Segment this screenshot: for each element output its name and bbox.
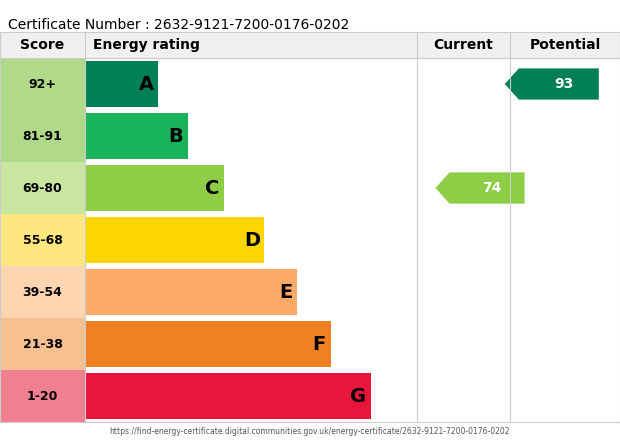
Bar: [0, 110, 85, 162]
Text: 92+: 92+: [29, 77, 56, 91]
Text: https://find-energy-certificate.digital.communities.gov.uk/energy-certificate/26: https://find-energy-certificate.digital.…: [110, 427, 510, 436]
Text: Certificate Number : 2632-9121-7200-0176-0202: Certificate Number : 2632-9121-7200-0176…: [8, 18, 349, 32]
Text: Score: Score: [20, 38, 64, 52]
Text: 21-38: 21-38: [22, 337, 63, 351]
Bar: [0, 162, 85, 214]
Text: A: A: [138, 74, 154, 94]
Bar: [85, 216, 264, 264]
Text: G: G: [350, 386, 366, 406]
Bar: [85, 113, 188, 159]
Text: 69-80: 69-80: [22, 181, 63, 194]
Bar: [0, 370, 85, 422]
Text: Energy rating: Energy rating: [93, 38, 200, 52]
Text: 39-54: 39-54: [22, 286, 63, 298]
Text: 81-91: 81-91: [22, 129, 63, 143]
Text: C: C: [205, 179, 219, 198]
Polygon shape: [505, 68, 599, 99]
Text: B: B: [169, 127, 184, 146]
Bar: [0, 214, 85, 266]
Bar: [0, 32, 620, 58]
Bar: [85, 268, 298, 315]
Bar: [85, 321, 330, 367]
Text: 55-68: 55-68: [22, 234, 63, 246]
Text: Current: Current: [433, 38, 494, 52]
Text: 93: 93: [554, 77, 574, 91]
Text: 1-20: 1-20: [27, 389, 58, 403]
Polygon shape: [435, 172, 525, 204]
Text: F: F: [312, 334, 326, 353]
Text: 74: 74: [482, 181, 502, 195]
Bar: [0, 266, 85, 318]
Bar: [0, 58, 85, 110]
Bar: [85, 61, 158, 107]
Text: E: E: [279, 282, 292, 301]
Bar: [85, 165, 224, 211]
Text: Potential: Potential: [529, 38, 601, 52]
Text: D: D: [244, 231, 260, 249]
Bar: [85, 373, 371, 419]
Bar: [0, 318, 85, 370]
